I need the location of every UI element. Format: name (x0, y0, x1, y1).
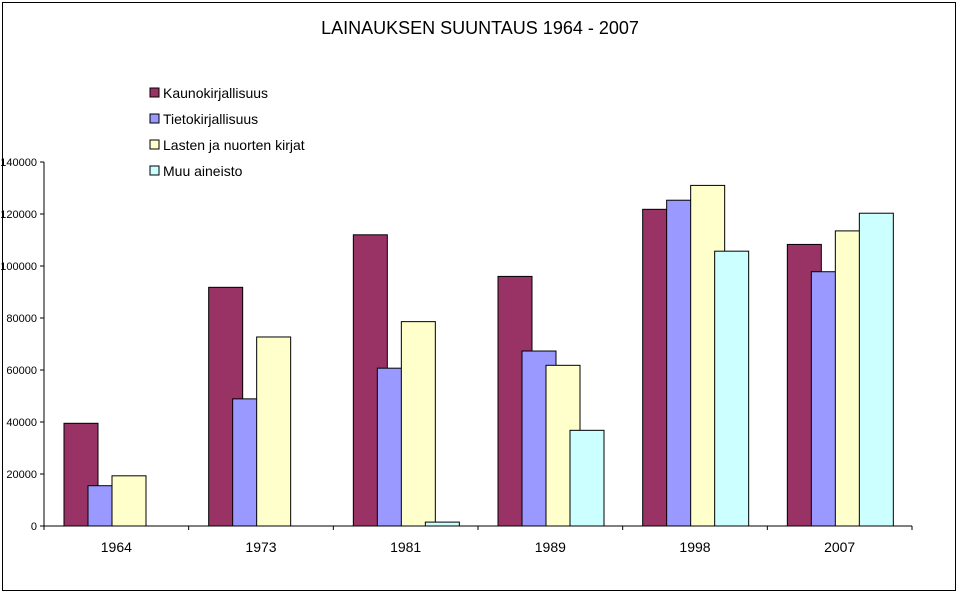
y-tick-label: 140000 (0, 157, 37, 169)
legend-label: Lasten ja nuorten kirjat (163, 137, 305, 153)
bar (400, 321, 436, 527)
bar (63, 422, 99, 527)
bar (569, 429, 605, 527)
legend-label: Muu aineisto (163, 163, 243, 179)
legend-swatch (149, 87, 160, 98)
y-tick-label: 120000 (0, 209, 37, 221)
x-tick-label: 1964 (101, 539, 132, 555)
y-tick-label: 80000 (6, 313, 37, 325)
x-tick-label: 1989 (535, 539, 566, 555)
y-tick-label: 40000 (6, 417, 37, 429)
bar (858, 212, 894, 527)
legend-swatch (149, 165, 160, 176)
legend-swatch (149, 113, 160, 124)
x-tick-label: 2007 (824, 539, 855, 555)
x-tick-label: 1998 (679, 539, 710, 555)
bar (424, 521, 460, 527)
bar (256, 336, 292, 527)
chart-title: LAINAUKSEN SUUNTAUS 1964 - 2007 (321, 18, 639, 38)
x-tick-label: 1973 (245, 539, 276, 555)
y-tick-label: 0 (31, 521, 37, 533)
legend-label: Tietokirjallisuus (163, 111, 258, 127)
bar (714, 250, 750, 527)
y-tick-label: 20000 (6, 469, 37, 481)
y-tick-label: 60000 (6, 365, 37, 377)
x-tick-label: 1981 (390, 539, 421, 555)
bar (111, 475, 147, 527)
y-tick-label: 100000 (0, 261, 37, 273)
legend-swatch (149, 139, 160, 150)
legend-label: Kaunokirjallisuus (163, 85, 268, 101)
